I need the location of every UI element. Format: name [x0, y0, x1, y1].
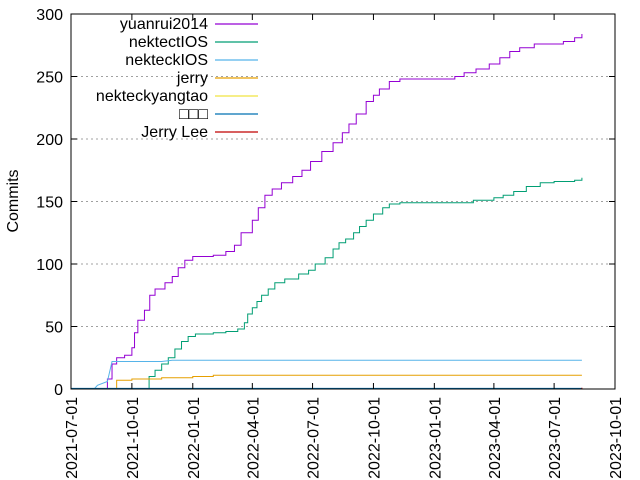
- series-line-2: [93, 359, 582, 390]
- x-tick-label: 2022-01-01: [186, 397, 203, 479]
- legend: yuanrui2014nektectIOSnekteckIOSjerrynekt…: [96, 16, 258, 141]
- legend-label: yuanrui2014: [120, 16, 208, 33]
- legend-label: Jerry Lee: [141, 124, 208, 141]
- y-axis-label: Commits: [5, 169, 22, 232]
- y-tick-label: 0: [54, 382, 63, 399]
- x-tick-label: 2023-01-01: [427, 397, 444, 479]
- y-tick-label: 300: [36, 7, 63, 24]
- legend-label: nekteckIOS: [125, 52, 208, 69]
- legend-label: jerry: [176, 70, 208, 87]
- y-axis: 0 50 100 150 200 250 300: [36, 7, 615, 399]
- x-tick-label: 2023-07-01: [547, 397, 564, 479]
- x-tick-label: 2023-04-01: [487, 397, 504, 479]
- legend-label: nekteckyangtao: [96, 88, 208, 105]
- x-axis: 2021-07-01 2021-10-01 2022-01-01 2022-04-01…: [64, 14, 625, 479]
- y-tick-label: 100: [36, 257, 63, 274]
- x-tick-label: 2022-07-01: [306, 397, 323, 479]
- series-line-1: [144, 177, 583, 390]
- legend-label: nektectIOS: [129, 34, 208, 51]
- x-tick-label: 2021-07-01: [64, 397, 81, 479]
- x-tick-label: 2022-04-01: [245, 397, 262, 479]
- x-tick-label: 2022-10-01: [366, 397, 383, 479]
- grid-lines: [71, 76, 615, 327]
- y-tick-label: 250: [36, 70, 63, 87]
- y-tick-label: 50: [45, 320, 63, 337]
- y-tick-label: 150: [36, 195, 63, 212]
- series-line-3: [112, 374, 582, 390]
- y-tick-label: 200: [36, 132, 63, 149]
- series-lines: [71, 34, 583, 390]
- series-line-0: [97, 34, 583, 390]
- x-tick-label: 2023-10-01: [608, 397, 625, 479]
- legend-label: □□□: [179, 106, 208, 123]
- x-tick-label: 2021-10-01: [125, 397, 142, 479]
